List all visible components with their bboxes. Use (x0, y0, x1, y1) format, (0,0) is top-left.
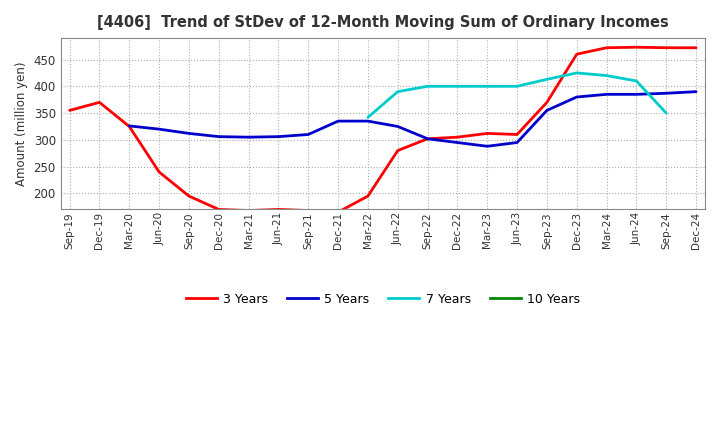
3 Years (184, 194, 193, 199)
3 Years (632, 44, 641, 50)
5 Years (304, 132, 312, 137)
5 Years (692, 89, 701, 94)
7 Years (543, 77, 552, 82)
3 Years (215, 207, 223, 212)
5 Years (483, 143, 492, 149)
5 Years (423, 136, 432, 141)
Title: [4406]  Trend of StDev of 12-Month Moving Sum of Ordinary Incomes: [4406] Trend of StDev of 12-Month Moving… (97, 15, 669, 30)
7 Years (632, 78, 641, 84)
5 Years (155, 126, 163, 132)
3 Years (602, 45, 611, 51)
3 Years (95, 100, 104, 105)
5 Years (602, 92, 611, 97)
3 Years (662, 45, 670, 51)
7 Years (513, 84, 521, 89)
3 Years (483, 131, 492, 136)
5 Years (543, 108, 552, 113)
3 Years (692, 45, 701, 51)
Line: 5 Years: 5 Years (130, 92, 696, 146)
3 Years (453, 135, 462, 140)
5 Years (244, 135, 253, 140)
7 Years (662, 110, 670, 116)
5 Years (184, 131, 193, 136)
7 Years (453, 84, 462, 89)
5 Years (513, 140, 521, 145)
5 Years (662, 91, 670, 96)
Legend: 3 Years, 5 Years, 7 Years, 10 Years: 3 Years, 5 Years, 7 Years, 10 Years (181, 288, 585, 311)
Line: 3 Years: 3 Years (70, 47, 696, 212)
7 Years (602, 73, 611, 78)
3 Years (334, 209, 343, 215)
7 Years (364, 115, 372, 120)
3 Years (364, 194, 372, 199)
3 Years (572, 51, 581, 57)
3 Years (125, 124, 134, 129)
Line: 7 Years: 7 Years (368, 73, 666, 117)
Y-axis label: Amount (million yen): Amount (million yen) (15, 62, 28, 186)
3 Years (274, 207, 283, 212)
3 Years (513, 132, 521, 137)
5 Years (215, 134, 223, 139)
5 Years (274, 134, 283, 139)
3 Years (66, 108, 74, 113)
7 Years (393, 89, 402, 94)
5 Years (453, 140, 462, 145)
3 Years (543, 100, 552, 105)
3 Years (393, 148, 402, 153)
5 Years (632, 92, 641, 97)
5 Years (125, 123, 134, 128)
3 Years (423, 136, 432, 141)
5 Years (393, 124, 402, 129)
3 Years (304, 208, 312, 213)
3 Years (155, 169, 163, 175)
5 Years (334, 118, 343, 124)
7 Years (572, 70, 581, 76)
7 Years (483, 84, 492, 89)
3 Years (244, 208, 253, 213)
5 Years (572, 94, 581, 99)
5 Years (364, 118, 372, 124)
7 Years (423, 84, 432, 89)
